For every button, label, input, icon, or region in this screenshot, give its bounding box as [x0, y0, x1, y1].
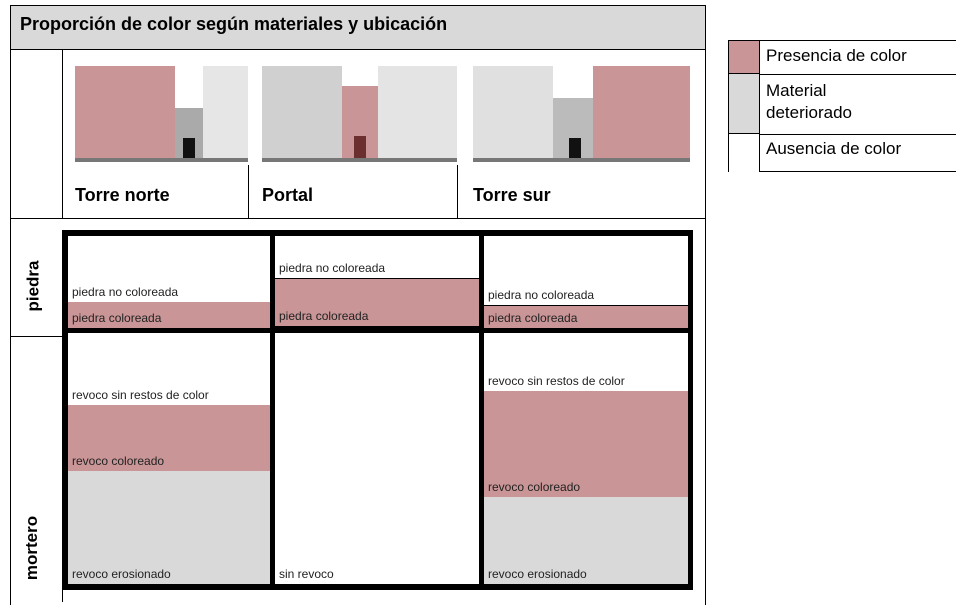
col-divider	[457, 165, 458, 218]
legend	[728, 40, 956, 172]
segment: revoco sin restos de color	[68, 333, 270, 405]
legend-label: Material deteriorado	[766, 81, 853, 122]
segment-label: revoco coloreado	[488, 480, 581, 494]
legend-label: Ausencia de color	[766, 139, 902, 158]
segment-label: piedra coloreada	[488, 311, 578, 325]
segment: piedra coloreada	[484, 306, 688, 328]
segment: sin revoco	[275, 333, 479, 584]
header-bar	[11, 6, 705, 50]
segment: piedra no coloreada	[68, 236, 270, 302]
left-divider	[62, 590, 63, 602]
legend-label: Presencia de color	[766, 46, 907, 65]
segment: revoco sin restos de color	[484, 333, 688, 391]
legend-swatch	[729, 134, 760, 172]
row-label: mortero	[22, 515, 42, 581]
segment-label: revoco sin restos de color	[488, 374, 625, 388]
legend-swatch	[729, 41, 760, 74]
legend-swatch	[729, 74, 760, 134]
segment: piedra coloreada	[68, 302, 270, 328]
segment-label: sin revoco	[279, 567, 334, 581]
column-header: Torre sur	[473, 185, 551, 205]
segment-label: revoco sin restos de color	[72, 388, 209, 402]
segment: piedra coloreada	[275, 279, 479, 326]
legend-divider	[760, 134, 956, 135]
facade-north	[75, 66, 248, 162]
left-divider	[62, 50, 63, 218]
segment-label: piedra coloreada	[279, 309, 369, 323]
segment: revoco erosionado	[68, 471, 270, 584]
table-frame	[10, 5, 706, 605]
segment: revoco coloreado	[68, 405, 270, 471]
segment: piedra no coloreada	[275, 236, 479, 278]
segment-label: revoco erosionado	[488, 567, 587, 581]
segment-label: piedra coloreada	[72, 311, 162, 325]
column-header: Torre norte	[75, 185, 170, 205]
segment-label: revoco erosionado	[72, 567, 171, 581]
facade-south	[473, 66, 690, 162]
segment: piedra no coloreada	[484, 236, 688, 305]
segment-label: piedra no coloreada	[488, 288, 595, 302]
segment: revoco erosionado	[484, 497, 688, 584]
legend-divider	[760, 74, 956, 75]
row-divider	[10, 336, 62, 337]
segment-label: piedra no coloreada	[279, 261, 386, 275]
facade-portal	[262, 66, 457, 162]
row-label: piedra	[23, 260, 43, 312]
row-divider	[10, 218, 706, 219]
segment: revoco coloreado	[484, 391, 688, 497]
column-header: Portal	[262, 185, 314, 205]
col-divider	[248, 165, 249, 218]
title: Proporción de color según materiales y u…	[20, 14, 448, 34]
segment-label: revoco coloreado	[72, 454, 165, 468]
segment-label: piedra no coloreada	[72, 285, 179, 299]
